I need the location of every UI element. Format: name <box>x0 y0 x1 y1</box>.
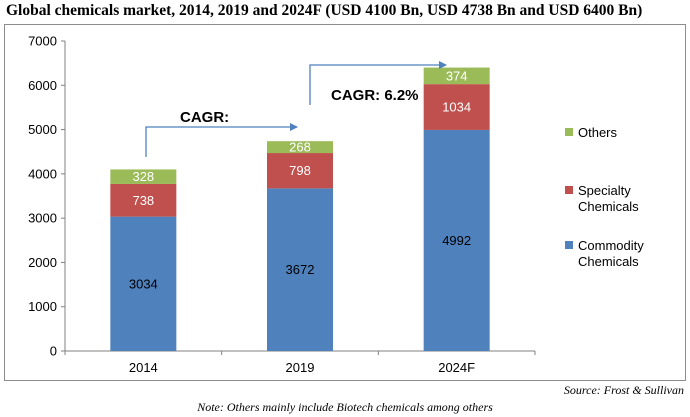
legend-label-commodity: Commodity Chemicals <box>578 238 644 269</box>
chart-frame <box>4 24 686 381</box>
bar-segment <box>267 153 333 189</box>
chart-title: Global chemicals market, 2014, 2019 and … <box>6 2 643 19</box>
bar-segment <box>110 169 177 184</box>
y-tick-label: 7000 <box>28 34 57 49</box>
cagr-arrow-1 <box>145 123 298 157</box>
data-label: 4992 <box>442 233 471 248</box>
cagr-arrow-2 <box>309 61 447 105</box>
legend-label-specialty: Specialty Chemicals <box>578 183 639 214</box>
bar-segment <box>110 216 177 351</box>
bar-segment <box>423 67 490 85</box>
legend-swatch-specialty <box>565 186 573 194</box>
annotations: CAGR: CAGR: 6.2% <box>145 61 447 157</box>
bar-segment <box>267 141 333 154</box>
legend-label-others: Others <box>578 125 618 140</box>
bar-segment <box>267 188 333 351</box>
legend-swatch-commodity <box>565 241 573 249</box>
y-tick-label: 5000 <box>28 122 57 137</box>
bar-segment <box>110 183 177 217</box>
cagr-label-1: CAGR: <box>180 109 229 126</box>
data-label: 268 <box>289 140 311 155</box>
x-tick-label: 2024F <box>438 360 475 375</box>
footnote: Note: Others mainly include Biotech chem… <box>197 400 493 414</box>
x-tick-label: 2014 <box>129 360 158 375</box>
bar-segment <box>423 84 490 130</box>
data-label: 328 <box>132 169 154 184</box>
legend-swatch-others <box>565 128 573 136</box>
data-label: 738 <box>132 193 154 208</box>
source-note: Source: Frost & Sullivan <box>563 383 684 397</box>
y-tick-label: 0 <box>50 344 57 359</box>
y-tick-label: 2000 <box>28 255 57 270</box>
data-label: 798 <box>289 163 311 178</box>
bars <box>110 67 490 351</box>
bar-segment <box>423 129 490 351</box>
y-tick-label: 4000 <box>28 166 57 181</box>
y-tick-label: 6000 <box>28 78 57 93</box>
y-tick-label: 3000 <box>28 211 57 226</box>
y-tick-label: 1000 <box>28 299 57 314</box>
x-tick-label: 2019 <box>286 360 315 375</box>
data-label: 374 <box>446 68 468 83</box>
data-labels: 3034 738 328 3672 798 268 4992 1034 374 <box>129 68 471 291</box>
data-label: 3034 <box>129 276 158 291</box>
cagr-label-2: CAGR: 6.2% <box>331 87 419 104</box>
data-label: 3672 <box>286 262 315 277</box>
data-label: 1034 <box>442 100 471 115</box>
